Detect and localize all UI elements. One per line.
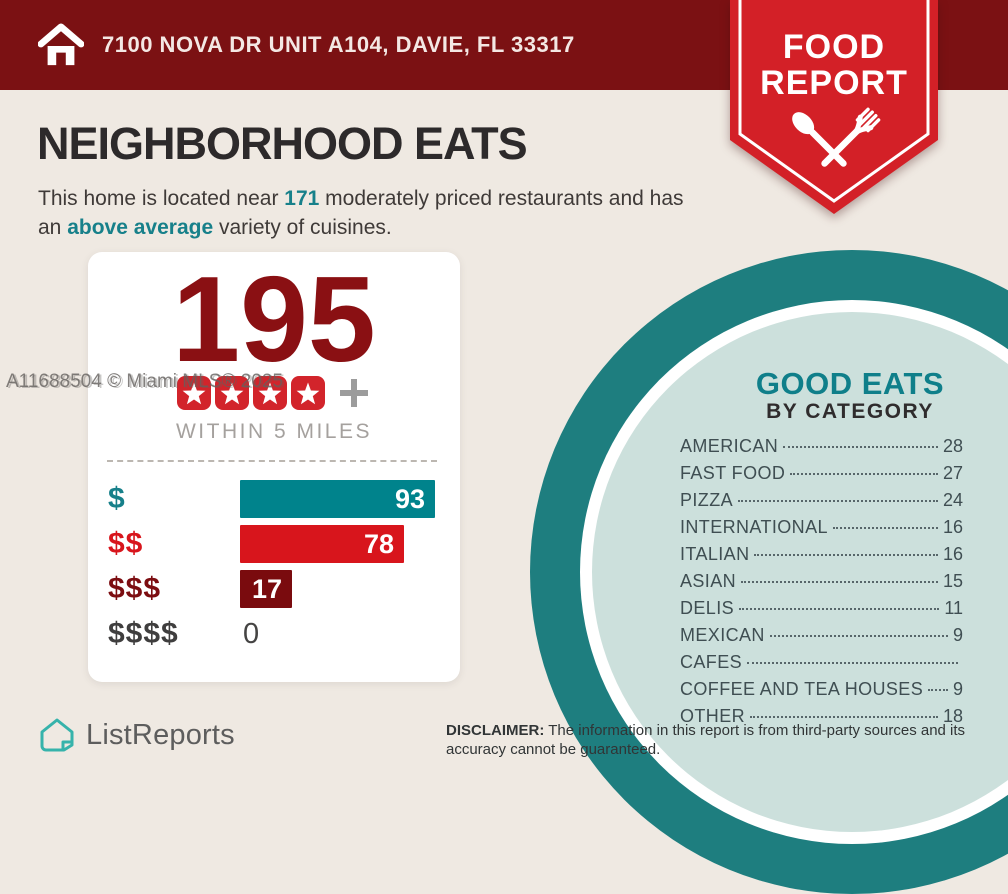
radius-label: WITHIN 5 MILES [175,420,373,443]
bar-value: 78 [363,528,394,559]
category-row: PIZZA 24 [680,490,963,517]
listreports-logo: ListReports [38,716,235,754]
dotted-leader [741,581,938,583]
category-label: OTHER [680,706,745,726]
good-eats-title: GOOD EATS [755,366,945,401]
dotted-leader [832,527,938,529]
category-value: 16 [942,544,963,564]
variety-highlight: above average [67,216,214,239]
category-label: COFFEE AND TEA HOUSES [680,679,924,699]
dotted-leader [739,608,940,610]
bar-value: 17 [251,573,282,604]
category-label: CAFES [680,652,743,672]
price-tier-bar: 93 [240,480,435,518]
bar-row: $$$ 17 [108,570,443,608]
dotted-leader [783,446,938,448]
category-label: PIZZA [680,490,734,510]
subtitle-text: This home is located near [38,187,285,210]
good-eats-panel: GOOD EATS BY CATEGORY AMERICAN 28 FAST FOO… [530,250,1008,894]
price-tier-label: $$$ [108,572,162,605]
subtitle-text: variety of cuisines. [213,216,392,239]
category-row: CAFES [680,652,963,679]
plus-icon [340,379,368,407]
star-icon [215,376,249,410]
price-tier-bar: 17 [240,570,292,608]
category-label: DELIS [680,598,735,618]
category-value: 16 [942,517,963,537]
mls-watermark: A11688504 © Miami MLS® 2025 [6,371,283,392]
category-row: DELIS 11 [680,598,963,625]
home-icon [38,23,84,66]
restaurant-count: 171 [284,187,320,210]
subtitle-text: moderately priced restaurants and has an [38,187,684,239]
category-value: 9 [952,625,963,645]
category-label: ASIAN [680,571,737,591]
disclaimer: DISCLAIMER: The information in this repo… [446,721,981,759]
food-report-badge: FOOD REPORT [730,0,938,214]
total-restaurants-value: 195 [172,251,376,387]
category-row: AMERICAN 28 [680,436,963,463]
property-address: 7100 NOVA DR UNIT A104, DAVIE, FL 33317 [102,32,575,57]
star-icon [177,376,211,410]
spoon-fork-icon [792,107,881,167]
star-icon [253,376,287,410]
category-label: AMERICAN [680,436,779,456]
category-label: INTERNATIONAL [680,517,828,537]
page-subtitle: This home is located near 171 moderately… [38,184,688,242]
dotted-leader [754,554,938,556]
category-row: COFFEE AND TEA HOUSES 9 [680,679,963,706]
dotted-leader [790,473,938,475]
restaurant-summary-card: 195 WITHIN 5 MILES $93 $$ 78 $$$ 17 $$$$ 0 [88,252,460,682]
category-label: ITALIAN [680,544,750,564]
category-value: 11 [944,598,963,618]
category-value: 28 [942,436,963,456]
category-row: ITALIAN 16 [680,544,963,571]
dotted-leader [769,635,948,637]
category-value: 27 [942,463,963,483]
bar-row: $$ 78 [108,525,443,563]
badge-line1: FOOD [783,28,885,66]
listreports-house-icon [40,718,74,752]
category-row: INTERNATIONAL 16 [680,517,963,544]
listreports-logo-text: ListReports [86,718,235,751]
dotted-leader [738,500,938,502]
bar-row: $$$$ 0 [108,615,443,653]
price-tier-bar-chart: $93 $$ 78 $$$ 17 $$$$ 0 [108,480,443,660]
category-value: 24 [942,490,963,510]
dashed-divider [107,460,437,462]
price-tier-label: $$ [108,527,144,560]
star-icon [291,376,325,410]
page-title: NEIGHBORHOOD EATS [37,118,528,169]
price-tier-label: $$$$ [108,617,179,650]
price-tier-bar: 78 [240,525,404,563]
bar-value-zero: 0 [243,617,260,650]
category-label: MEXICAN [680,625,765,645]
dotted-leader [928,689,948,691]
circle-inner-fill [592,312,1008,832]
category-label: FAST FOOD [680,463,786,483]
category-row: ASIAN 15 [680,571,963,598]
dotted-leader [750,716,938,718]
star-rating [88,376,460,410]
good-eats-subtitle: BY CATEGORY [766,400,934,423]
category-row: MEXICAN 9 [680,625,963,652]
badge-line2: REPORT [760,64,908,102]
disclaimer-text: The information in this report is from t… [446,722,966,758]
price-tier-label: $ [108,482,126,515]
category-row: FAST FOOD 27 [680,463,963,490]
category-row: OTHER 18 [680,706,963,733]
bar-row: $93 [108,480,443,518]
bar-value: 93 [394,483,425,514]
category-list: AMERICAN 28 FAST FOOD 27 PIZZA 24 INTERNATIONA… [680,436,963,733]
category-value: 15 [942,571,963,591]
disclaimer-label: DISCLAIMER: [446,722,545,739]
category-value: 9 [952,679,963,699]
badge-pennant-shape [730,0,938,214]
category-value: 18 [942,706,963,726]
dotted-leader [747,662,958,664]
